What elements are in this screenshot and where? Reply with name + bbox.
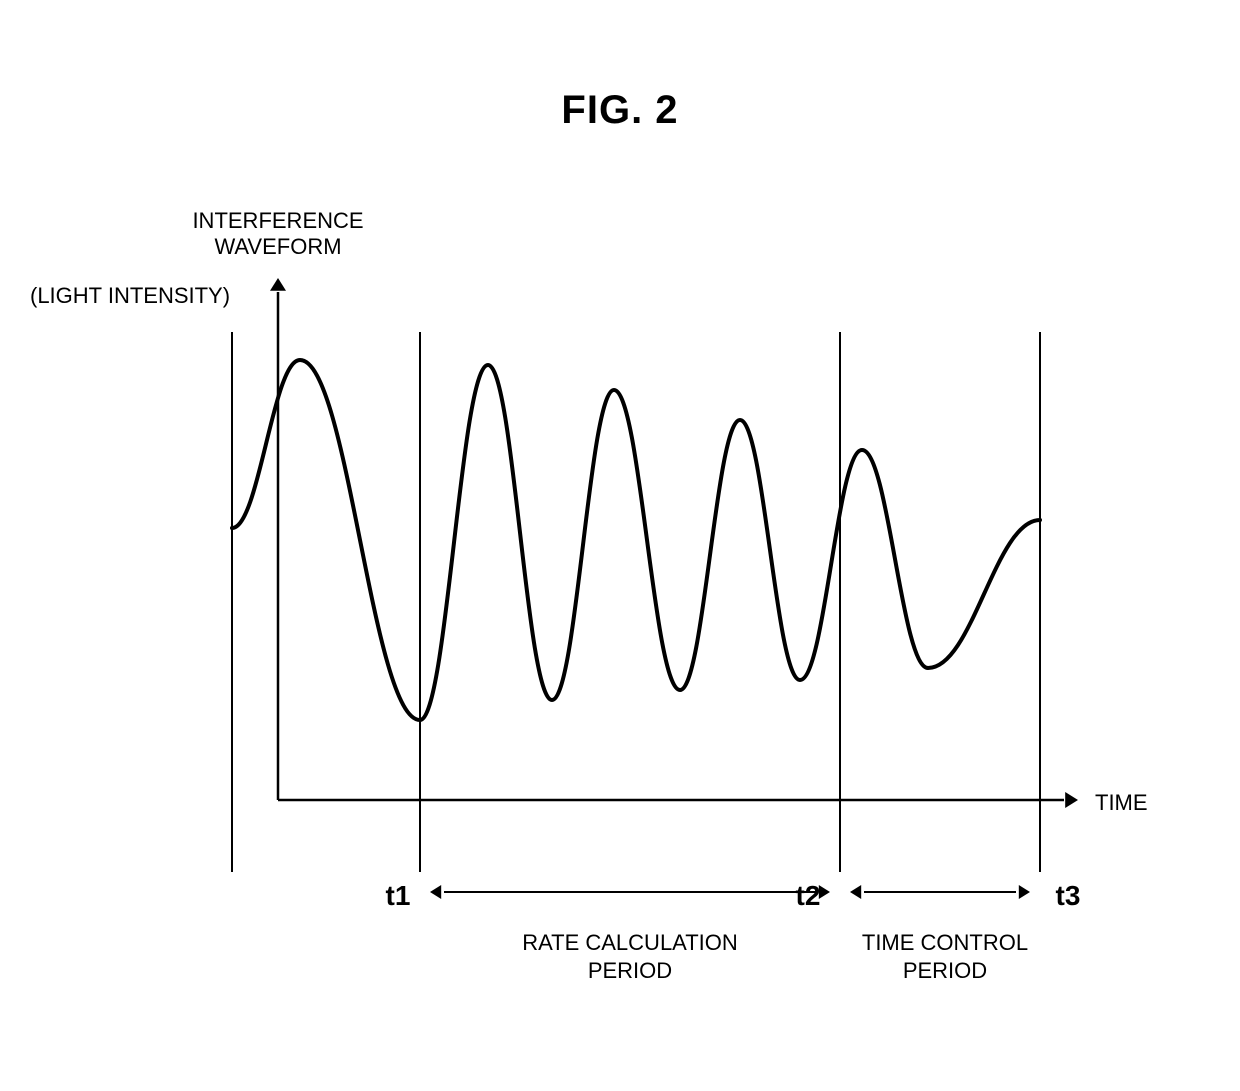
plot-svg: [0, 0, 1240, 1091]
figure-container: FIG. 2 INTERFERENCE WAVEFORM (LIGHT INTE…: [0, 0, 1240, 1091]
